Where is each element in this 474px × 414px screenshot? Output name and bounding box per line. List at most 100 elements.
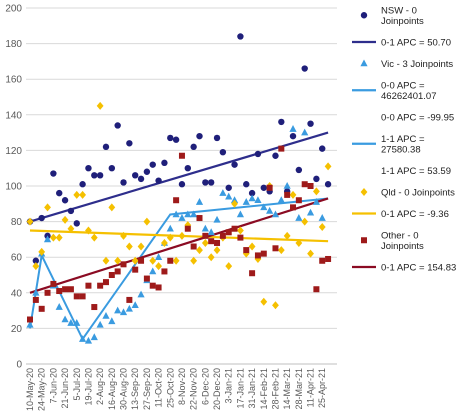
qld-point <box>289 190 297 199</box>
vic-point <box>43 235 52 243</box>
x-tick-label: 8-Nov-20 <box>177 368 187 405</box>
other-point <box>32 296 39 303</box>
nsw-point <box>149 161 156 168</box>
x-tick-label: 28-Feb-21 <box>270 368 280 410</box>
y-tick-label: 40 <box>11 288 23 299</box>
other-point <box>196 215 203 222</box>
vic-point <box>154 253 163 260</box>
legend-nsw-marker <box>360 12 368 19</box>
vic-point <box>254 196 262 204</box>
legend-vic-marker <box>360 59 368 67</box>
qld-point <box>67 224 75 233</box>
other-point <box>231 225 238 232</box>
nsw-point <box>248 189 256 197</box>
other-point <box>161 268 168 275</box>
qld-point <box>137 242 145 251</box>
qld-point <box>55 233 63 242</box>
x-tick-label: 17-Jan-21 <box>235 368 245 409</box>
qld-point <box>201 238 209 247</box>
nsw-point <box>102 143 110 151</box>
vic-point <box>295 214 303 221</box>
nsw-point <box>114 122 121 129</box>
x-tick-label: 20-Dec-20 <box>212 368 222 410</box>
nsw-point <box>307 120 314 127</box>
other-point <box>202 232 209 239</box>
vic-point <box>166 224 174 232</box>
other-point <box>272 245 279 252</box>
legend-label: Vic - 3 Joinpoints <box>381 59 453 70</box>
legend-label: Other - 0 <box>381 231 419 242</box>
y-tick-label: 20 <box>11 324 23 335</box>
x-tick-label: 7-Jun-20 <box>48 368 58 404</box>
nsw-point <box>172 136 180 143</box>
nsw-point <box>278 118 285 126</box>
legend-label: Qld - 0 Joinpoints <box>381 188 455 199</box>
nsw-point <box>196 132 203 140</box>
other-point <box>50 280 57 287</box>
qld-point <box>225 262 233 271</box>
nsw-point <box>167 134 174 142</box>
vic-point <box>73 319 81 326</box>
qld-point <box>213 246 221 255</box>
legend-qld-marker <box>360 188 368 196</box>
vic-point <box>79 335 87 342</box>
qld-point <box>295 238 303 247</box>
qld-point <box>248 242 256 251</box>
vic-point <box>312 198 320 205</box>
legend-label: 1-1 APC = 53.59 <box>381 166 451 177</box>
other-point <box>219 232 226 239</box>
other-point <box>102 279 109 286</box>
nsw-point <box>202 179 209 186</box>
nsw-point <box>313 175 320 183</box>
other-point <box>44 289 51 296</box>
other-point <box>138 257 145 264</box>
other-point <box>325 255 332 262</box>
legend-label: NSW - 0 <box>381 6 417 17</box>
x-tick-label: 24-May-20 <box>37 368 47 411</box>
vic-point <box>96 320 104 328</box>
vic-point <box>277 196 285 204</box>
vic-point <box>301 128 309 136</box>
legend-label: 27580.38 <box>381 145 421 156</box>
nsw-point <box>237 33 244 40</box>
y-tick-label: 80 <box>11 217 23 228</box>
qld-point <box>96 101 104 110</box>
x-tick-label: 6-Dec-20 <box>200 368 210 405</box>
nsw-point <box>143 168 151 175</box>
qld-point <box>32 262 40 271</box>
x-tick-label: 31-Jan-21 <box>247 368 257 409</box>
data-points <box>26 33 332 344</box>
qld-point <box>312 187 320 196</box>
other-point <box>91 304 98 311</box>
nsw-point <box>155 177 162 184</box>
other-point <box>295 197 302 204</box>
nsw-point <box>137 175 145 183</box>
qld-point <box>307 249 314 258</box>
other-point <box>114 268 121 275</box>
other-point <box>38 305 45 312</box>
x-tick-label: 13-Sep-20 <box>130 368 140 410</box>
qld-point <box>277 246 285 255</box>
legend-label: 0-0 APC = -99.95 <box>381 113 454 124</box>
nsw-point <box>289 132 297 140</box>
nsw-point <box>50 170 57 177</box>
x-tick-label: 11-Apr-21 <box>306 368 316 407</box>
x-tick-label: 11-Oct-20 <box>154 368 164 407</box>
nsw-point <box>67 207 75 215</box>
nsw-point <box>213 134 221 142</box>
other-point <box>237 234 244 241</box>
other-point <box>178 152 185 159</box>
nsw-point <box>85 165 92 172</box>
nsw-point <box>91 172 98 179</box>
vic-point <box>131 301 139 309</box>
qld-point <box>237 226 244 235</box>
other-point <box>290 204 297 211</box>
x-tick-label: 25-Apr-21 <box>317 368 327 408</box>
qld-point <box>79 190 87 199</box>
x-tick-label: 14-Feb-21 <box>259 368 269 410</box>
other-point <box>155 284 162 291</box>
nsw-point <box>79 181 86 188</box>
other-point <box>173 197 180 204</box>
other-point <box>149 282 156 289</box>
